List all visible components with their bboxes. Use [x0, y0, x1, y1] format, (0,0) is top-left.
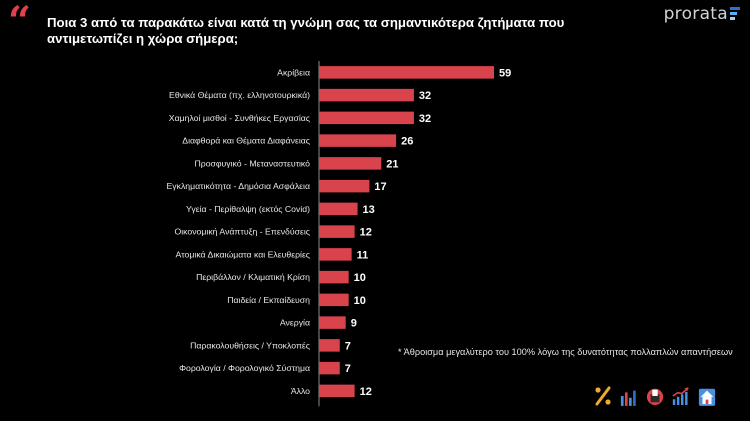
bar	[319, 88, 414, 102]
value-label: 59	[499, 67, 511, 79]
value-label: 9	[351, 318, 357, 330]
bar	[319, 339, 340, 352]
category-label: Ατομικά Δικαιώματα και Ελευθερίες	[175, 249, 310, 259]
category-label: Περιβάλλον / Κλιματική Κρίση	[196, 272, 310, 282]
ballot-box-icon	[646, 388, 664, 405]
category-label: Προσφυγικό - Μεταναστευτικό	[194, 158, 310, 168]
value-label: 21	[386, 158, 398, 170]
bar	[319, 225, 355, 238]
prorata-logo: prorata	[664, 4, 740, 24]
value-label: 17	[374, 181, 386, 193]
category-label: Παρακολουθήσεις / Υποκλοπές	[190, 340, 310, 350]
value-label: 32	[419, 113, 431, 125]
category-label: Φορολογία / Φορολογικό Σύστημα	[179, 363, 310, 373]
value-label: 10	[354, 272, 366, 284]
category-label: Εγκληματικότητα - Δημόσια Ασφάλεια	[166, 181, 310, 191]
bar	[319, 361, 340, 375]
percent-icon	[595, 386, 611, 406]
bar	[319, 384, 355, 398]
value-label: 7	[345, 340, 351, 352]
bar	[319, 111, 414, 125]
house-icon	[698, 388, 716, 406]
bar	[319, 202, 358, 216]
bar-chart-icon	[620, 390, 636, 406]
value-label: 10	[354, 295, 366, 307]
value-label: 11	[357, 249, 369, 261]
category-label: Οικονομική Ανάπτυξη - Επενδύσεις	[174, 227, 310, 237]
category-label: Ανεργία	[280, 318, 310, 328]
bar	[319, 316, 346, 329]
footer-icons	[594, 384, 716, 408]
category-label: Υγεία - Περίθαλψη (εκτός Covid)	[186, 204, 310, 214]
chart-title: Ποια 3 από τα παρακάτω είναι κατά τη γνώ…	[47, 15, 565, 46]
footnote: * Άθροισμα μεγαλύτερο του 100% λόγω της …	[398, 347, 733, 357]
value-label: 26	[401, 136, 413, 148]
value-label: 12	[360, 386, 372, 398]
value-label: 7	[345, 363, 351, 375]
category-label: Χαμηλοί μισθοί - Συνθήκες Εργασίας	[169, 113, 310, 123]
value-label: 32	[419, 90, 431, 102]
bar	[319, 179, 370, 193]
category-label: Διαφθορά και Θέματα Διαφάνειας	[182, 136, 310, 146]
value-label: 13	[363, 204, 375, 216]
bar	[319, 293, 349, 307]
logo-text: prorata	[663, 4, 728, 24]
bar	[319, 134, 397, 147]
value-label: 12	[360, 227, 372, 239]
bar	[319, 270, 349, 284]
bar	[319, 248, 352, 261]
logo-mark-icon	[730, 7, 740, 20]
bar	[319, 66, 494, 79]
quote-mark: “	[8, 0, 32, 45]
category-label: Εθνικά Θέματα (πχ. ελληνοτουρκικά)	[169, 90, 310, 100]
category-label: Άλλο	[291, 386, 310, 396]
bar	[319, 157, 382, 170]
trend-chart-icon	[672, 387, 689, 405]
category-label: Παιδεία / Εκπαίδευση	[227, 295, 310, 305]
category-label: Ακρίβεια	[277, 67, 310, 77]
